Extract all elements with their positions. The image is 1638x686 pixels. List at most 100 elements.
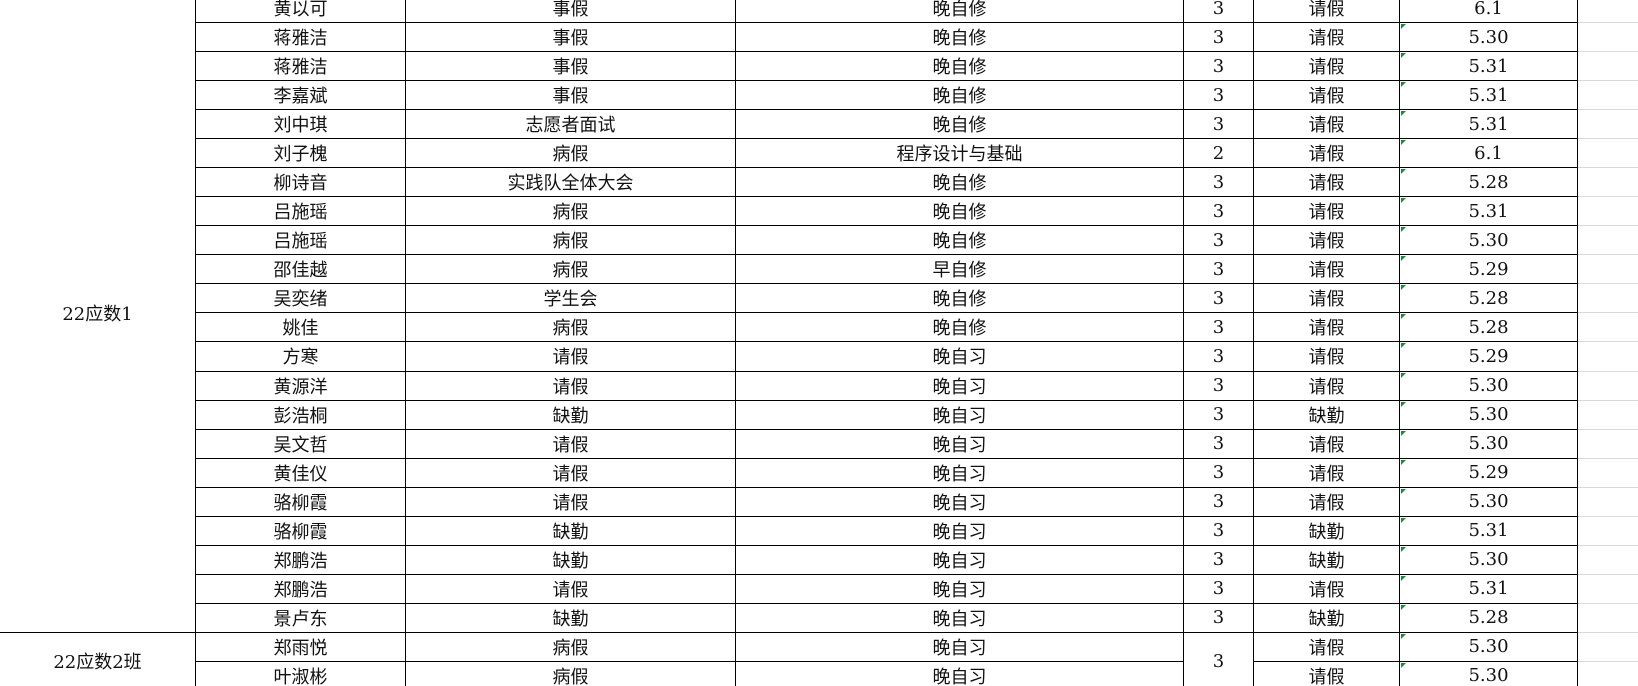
type-cell: 请假 (1254, 81, 1400, 111)
reason-cell: 事假 (406, 81, 736, 111)
date-cell: 5.30 (1400, 632, 1578, 662)
cell-marker (1401, 517, 1406, 523)
reason-cell: 学生会 (406, 284, 736, 314)
count-cell: 3 (1184, 226, 1254, 256)
type-cell: 请假 (1254, 371, 1400, 401)
reason-cell: 病假 (406, 197, 736, 227)
count-cell: 3 (1184, 23, 1254, 53)
reason-cell: 病假 (406, 139, 736, 169)
name-cell: 彭浩桐 (196, 400, 406, 430)
cell-marker (1401, 111, 1406, 117)
cell-marker (1401, 662, 1406, 668)
count-cell: 3 (1184, 342, 1254, 372)
reason-cell: 缺勤 (406, 603, 736, 633)
course-cell: 晚自习 (736, 545, 1184, 575)
type-cell: 请假 (1254, 487, 1400, 517)
name-cell: 方寒 (196, 342, 406, 372)
course-cell: 早自修 (736, 255, 1184, 285)
type-cell: 请假 (1254, 284, 1400, 314)
date-cell: 5.30 (1400, 429, 1578, 459)
count-cell: 3 (1184, 603, 1254, 633)
reason-cell: 请假 (406, 458, 736, 488)
count-cell: 3 (1184, 168, 1254, 198)
count-cell: 3 (1184, 0, 1254, 24)
name-cell: 蒋雅洁 (196, 52, 406, 82)
cell-marker (1401, 314, 1406, 320)
date-cell: 5.28 (1400, 284, 1578, 314)
cell-marker (1401, 633, 1406, 639)
reason-cell: 事假 (406, 52, 736, 82)
course-cell: 晚自修 (736, 23, 1184, 53)
type-cell: 请假 (1254, 110, 1400, 140)
date-cell: 5.31 (1400, 516, 1578, 546)
empty-cell (1578, 52, 1638, 82)
date-cell: 5.30 (1400, 661, 1578, 686)
type-cell: 请假 (1254, 197, 1400, 227)
date-cell: 5.28 (1400, 168, 1578, 198)
name-cell: 黄以可 (196, 0, 406, 24)
course-cell: 晚自习 (736, 574, 1184, 604)
type-cell: 请假 (1254, 429, 1400, 459)
course-cell: 晚自习 (736, 400, 1184, 430)
name-cell: 吕施瑶 (196, 197, 406, 227)
date-cell: 5.31 (1400, 52, 1578, 82)
date-cell: 5.30 (1400, 371, 1578, 401)
course-cell: 晚自修 (736, 313, 1184, 343)
count-cell: 3 (1184, 197, 1254, 227)
count-cell: 3 (1184, 284, 1254, 314)
empty-cell (1578, 284, 1638, 314)
course-cell: 晚自习 (736, 516, 1184, 546)
count-cell: 3 (1184, 110, 1254, 140)
cell-marker (1401, 604, 1406, 610)
cell-marker (1401, 459, 1406, 465)
count-cell: 3 (1184, 429, 1254, 459)
course-cell: 晚自习 (736, 371, 1184, 401)
count-cell: 3 (1184, 545, 1254, 575)
type-cell: 请假 (1254, 632, 1400, 662)
reason-cell: 请假 (406, 342, 736, 372)
date-cell: 5.30 (1400, 487, 1578, 517)
empty-cell (1578, 197, 1638, 227)
reason-cell: 病假 (406, 632, 736, 662)
course-cell: 晚自习 (736, 458, 1184, 488)
count-cell: 3 (1184, 516, 1254, 546)
cell-marker (1401, 488, 1406, 494)
type-cell: 请假 (1254, 342, 1400, 372)
date-cell: 5.29 (1400, 255, 1578, 285)
name-cell: 骆柳霞 (196, 487, 406, 517)
type-cell: 请假 (1254, 313, 1400, 343)
date-cell: 5.29 (1400, 458, 1578, 488)
cell-marker (1401, 140, 1406, 146)
count-cell: 3 (1184, 313, 1254, 343)
count-cell: 3 (1184, 81, 1254, 111)
type-cell: 请假 (1254, 23, 1400, 53)
name-cell: 吴文哲 (196, 429, 406, 459)
name-cell: 吕施瑶 (196, 226, 406, 256)
reason-cell: 请假 (406, 429, 736, 459)
date-cell: 5.30 (1400, 23, 1578, 53)
count-cell: 3 (1184, 255, 1254, 285)
reason-cell: 请假 (406, 371, 736, 401)
cell-marker (1401, 575, 1406, 581)
cell-marker (1401, 198, 1406, 204)
course-cell: 晚自修 (736, 52, 1184, 82)
cell-marker (1401, 53, 1406, 59)
name-cell: 黄源洋 (196, 371, 406, 401)
empty-cell (1578, 517, 1638, 546)
empty-cell (1578, 313, 1638, 343)
name-cell: 叶淑彬 (196, 661, 406, 686)
type-cell: 请假 (1254, 661, 1400, 686)
class-cell: 22应数1 (0, 0, 196, 633)
name-cell: 黄佳仪 (196, 458, 406, 488)
empty-cell (1578, 459, 1638, 488)
course-cell: 程序设计与基础 (736, 139, 1184, 169)
cell-marker (1401, 24, 1406, 30)
reason-cell: 病假 (406, 255, 736, 285)
reason-cell: 病假 (406, 661, 736, 686)
course-cell: 晚自修 (736, 226, 1184, 256)
reason-cell: 事假 (406, 0, 736, 24)
empty-cell (1578, 575, 1638, 604)
cell-marker (1401, 372, 1406, 378)
date-cell: 6.1 (1400, 139, 1578, 169)
name-cell: 姚佳 (196, 313, 406, 343)
